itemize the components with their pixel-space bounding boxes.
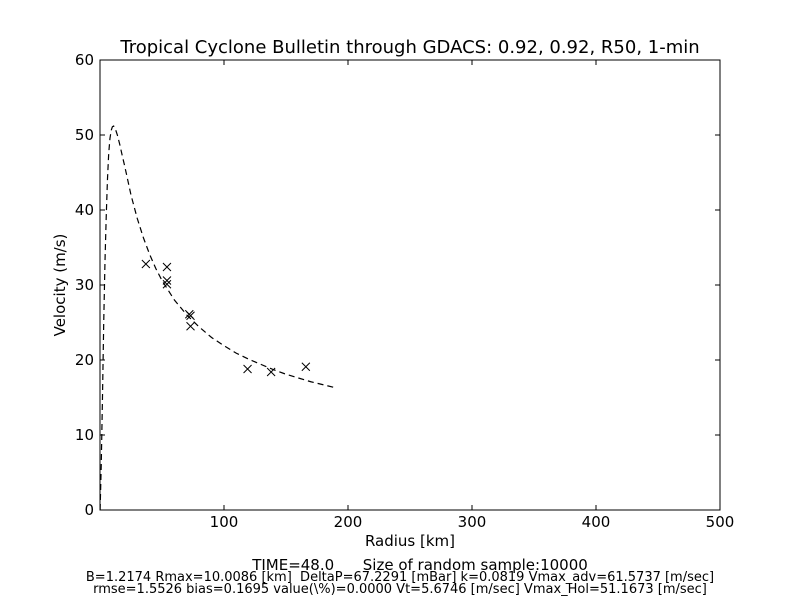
footer-time-sample: TIME=48.0 Size of random sample:10000 [252, 556, 588, 574]
plot-area [99, 59, 721, 511]
observation-point [162, 279, 172, 289]
footer-fit-params: B=1.2174 Rmax=10.0086 [km] DeltaP=67.229… [85, 570, 715, 585]
x-tick-label: 100 [210, 513, 239, 531]
model-curve-line [99, 125, 336, 511]
observation-point [266, 367, 276, 377]
observation-point [162, 262, 172, 272]
observation-point [186, 321, 195, 331]
observation-point [243, 364, 252, 374]
chart-title: Tropical Cyclone Bulletin through GDACS:… [119, 37, 699, 58]
x-tick-label: 500 [706, 513, 735, 531]
y-tick-label: 10 [75, 426, 94, 444]
observation-point [301, 362, 311, 372]
footer-error-stats: rmse=1.5526 bias=0.1695 value(\%)=0.0000… [93, 582, 707, 597]
y-axis-label: Velocity (m/s) [51, 234, 69, 337]
x-tick-label: 300 [458, 513, 487, 531]
observation-point [162, 276, 172, 285]
observation-point [186, 311, 195, 321]
x-tick-label: 400 [582, 513, 611, 531]
y-tick-label: 0 [84, 501, 94, 519]
y-tick-label: 50 [75, 126, 94, 144]
x-tick-label: 200 [334, 513, 363, 531]
axes: 100 200 300 400 500 0 10 20 30 40 50 60 [75, 51, 734, 531]
y-tick-label: 60 [75, 51, 94, 69]
x-axis-label: Radius [km] [365, 532, 455, 550]
y-tick-label: 20 [75, 351, 94, 369]
y-tick-label: 40 [75, 201, 94, 219]
y-tick-label: 30 [75, 276, 94, 294]
data-series [99, 125, 336, 511]
observation-point [141, 259, 151, 269]
